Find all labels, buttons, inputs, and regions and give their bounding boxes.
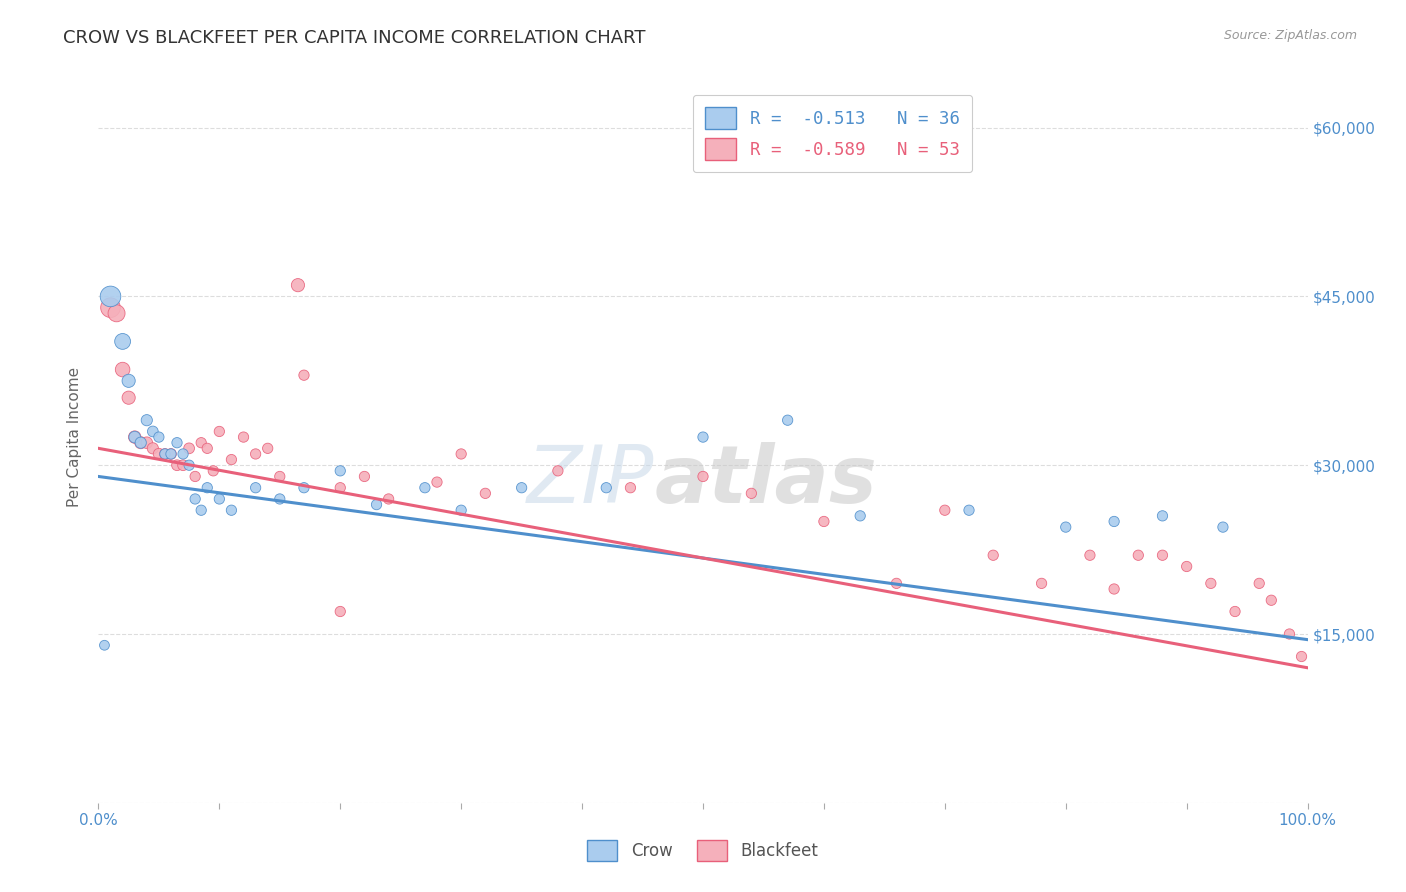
Point [413, 481, 436, 495]
Point [195, 442, 218, 456]
Point [166, 435, 188, 450]
Point [474, 486, 496, 500]
Point [172, 458, 194, 473]
Point [776, 413, 799, 427]
Point [184, 469, 207, 483]
Point [329, 605, 352, 619]
Point [353, 469, 375, 483]
Point [957, 503, 980, 517]
Point [1152, 548, 1174, 562]
Text: CROW VS BLACKFEET PER CAPITA INCOME CORRELATION CHART: CROW VS BLACKFEET PER CAPITA INCOME CORR… [63, 29, 645, 46]
Point [118, 374, 141, 388]
Point [849, 508, 872, 523]
Text: ZIP: ZIP [527, 442, 655, 520]
Point [510, 481, 533, 495]
Point [1078, 548, 1101, 562]
Point [329, 464, 352, 478]
Point [813, 515, 835, 529]
Point [142, 425, 165, 439]
Point [148, 447, 170, 461]
Point [619, 481, 641, 495]
Point [450, 503, 472, 517]
Point [111, 362, 134, 376]
Point [1291, 649, 1313, 664]
Point [1175, 559, 1198, 574]
Point [195, 481, 218, 495]
Point [256, 442, 278, 456]
Point [100, 289, 122, 303]
Point [208, 491, 231, 506]
Point [179, 458, 201, 473]
Point [595, 481, 617, 495]
Point [160, 447, 183, 461]
Point [450, 447, 472, 461]
Point [1128, 548, 1150, 562]
Point [202, 464, 225, 478]
Point [190, 435, 212, 450]
Point [124, 430, 146, 444]
Point [208, 425, 231, 439]
Point [292, 368, 315, 383]
Point [100, 301, 122, 315]
Point [269, 491, 291, 506]
Point [692, 469, 714, 483]
Text: Source: ZipAtlas.com: Source: ZipAtlas.com [1223, 29, 1357, 42]
Point [153, 447, 176, 461]
Point [934, 503, 956, 517]
Point [981, 548, 1004, 562]
Point [1152, 508, 1174, 523]
Point [426, 475, 449, 489]
Point [232, 430, 254, 444]
Point [1054, 520, 1077, 534]
Point [129, 435, 152, 450]
Point [1249, 576, 1271, 591]
Point [245, 447, 267, 461]
Point [111, 334, 134, 349]
Point [1199, 576, 1222, 591]
Point [740, 486, 762, 500]
Point [221, 503, 243, 517]
Point [1031, 576, 1053, 591]
Point [105, 306, 128, 320]
Point [179, 442, 201, 456]
Point [190, 503, 212, 517]
Point [287, 278, 309, 293]
Point [269, 469, 291, 483]
Point [221, 452, 243, 467]
Point [129, 435, 152, 450]
Point [172, 447, 194, 461]
Point [377, 491, 399, 506]
Point [135, 413, 157, 427]
Y-axis label: Per Capita Income: Per Capita Income [67, 367, 83, 508]
Point [153, 447, 176, 461]
Point [1223, 605, 1246, 619]
Point [1212, 520, 1234, 534]
Point [160, 447, 183, 461]
Point [1102, 582, 1125, 596]
Point [148, 430, 170, 444]
Point [245, 481, 267, 495]
Point [1278, 627, 1301, 641]
Point [547, 464, 569, 478]
Point [886, 576, 908, 591]
Point [93, 638, 115, 652]
Text: atlas: atlas [655, 442, 877, 520]
Point [1102, 515, 1125, 529]
Point [142, 442, 165, 456]
Point [366, 498, 388, 512]
Point [166, 458, 188, 473]
Point [184, 491, 207, 506]
Point [135, 435, 157, 450]
Point [329, 481, 352, 495]
Point [118, 391, 141, 405]
Legend: Crow, Blackfeet: Crow, Blackfeet [581, 833, 825, 868]
Point [124, 430, 146, 444]
Point [692, 430, 714, 444]
Point [1260, 593, 1282, 607]
Point [292, 481, 315, 495]
